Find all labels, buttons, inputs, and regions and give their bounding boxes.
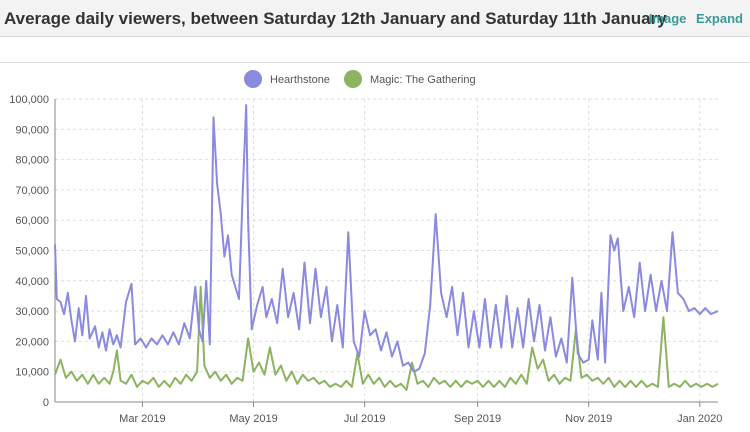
y-tick-label: 80,000 bbox=[15, 155, 49, 167]
series-layer bbox=[54, 104, 719, 391]
legend-label: Magic: The Gathering bbox=[370, 74, 476, 86]
y-tick-label: 0 bbox=[43, 397, 49, 409]
header-actions: Image Expand bbox=[643, 11, 743, 26]
legend-label: Hearthstone bbox=[270, 74, 330, 86]
x-tick-label: Mar 2019 bbox=[119, 413, 165, 425]
y-tick-label: 40,000 bbox=[15, 276, 49, 288]
legend-item[interactable]: Hearthstone bbox=[244, 70, 330, 88]
axis-layer: 0 10,000 20,000 30,000 40,000 50,000 60,000 70,… bbox=[9, 94, 722, 425]
y-tick-label: 50,000 bbox=[15, 246, 49, 258]
y-tick-label: 20,000 bbox=[15, 336, 49, 348]
x-tick-label: Jul 2019 bbox=[344, 413, 386, 425]
legend[interactable]: Hearthstone Magic: The Gathering bbox=[244, 70, 476, 88]
image-link[interactable]: Image bbox=[648, 11, 687, 26]
y-tick-label: 10,000 bbox=[15, 367, 49, 379]
toolbar-strip bbox=[0, 37, 750, 63]
line-chart: 0 10,000 20,000 30,000 40,000 50,000 60,000 70,… bbox=[9, 70, 722, 425]
y-tick-label: 60,000 bbox=[15, 215, 49, 227]
legend-swatch bbox=[244, 70, 262, 88]
header-bar: Average daily viewers, between Saturday … bbox=[0, 0, 750, 37]
series-line-hearthstone bbox=[54, 104, 719, 373]
x-tick-label: Sep 2019 bbox=[454, 413, 501, 425]
chart-card: 0 10,000 20,000 30,000 40,000 50,000 60,000 70,… bbox=[0, 63, 750, 432]
legend-swatch bbox=[344, 70, 362, 88]
x-tick-label: May 2019 bbox=[229, 413, 277, 425]
x-tick-label: Jan 2020 bbox=[677, 413, 722, 425]
y-tick-label: 100,000 bbox=[9, 94, 49, 106]
series-line-magic bbox=[54, 285, 719, 391]
legend-item[interactable]: Magic: The Gathering bbox=[344, 70, 476, 88]
y-tick-label: 30,000 bbox=[15, 306, 49, 318]
y-tick-label: 90,000 bbox=[15, 124, 49, 136]
y-tick-label: 70,000 bbox=[15, 185, 49, 197]
page-title: Average daily viewers, between Saturday … bbox=[4, 9, 667, 28]
x-tick-label: Nov 2019 bbox=[565, 413, 612, 425]
expand-link[interactable]: Expand bbox=[696, 11, 743, 26]
